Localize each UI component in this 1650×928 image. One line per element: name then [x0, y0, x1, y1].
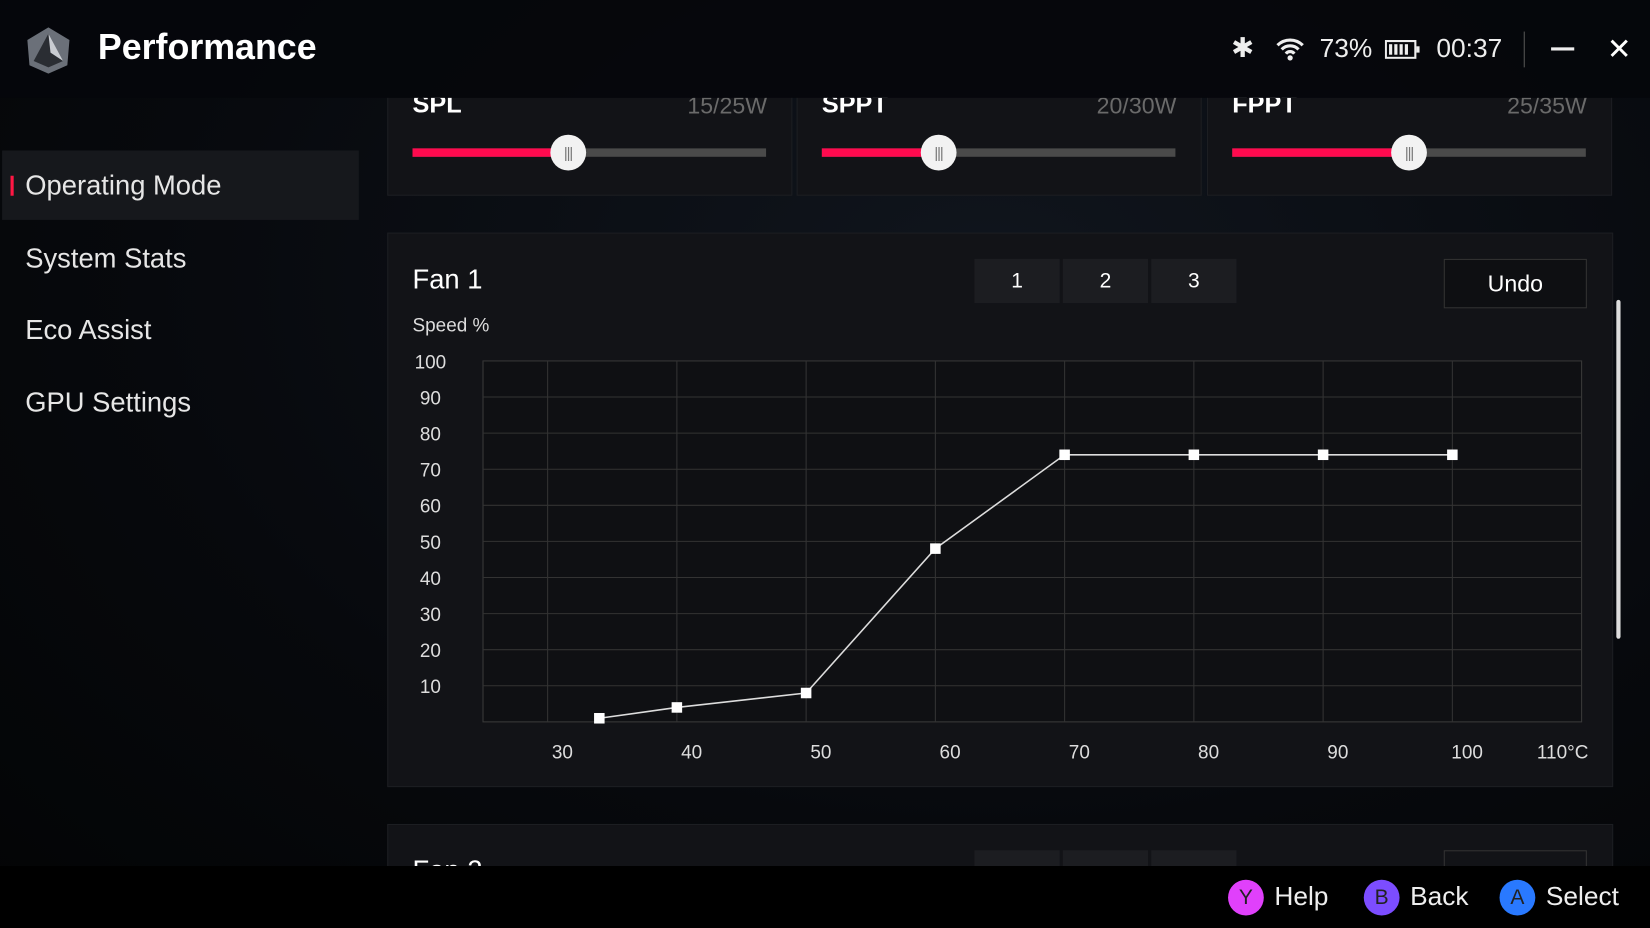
y-tick-label: 70	[420, 461, 441, 482]
a-button-icon[interactable]: A	[1499, 879, 1536, 916]
sidebar-item-operating-mode[interactable]: Operating Mode	[2, 150, 359, 220]
content-area: SPL 15/25W ||| SPPT 20/30W ||| FPPT 25/3…	[0, 97, 1650, 867]
x-tick-label: 100	[1451, 743, 1483, 764]
back-label[interactable]: Back	[1410, 881, 1469, 912]
footer-hints: Y Help B Back A Select	[0, 866, 1650, 928]
fan-curve-point[interactable]	[1317, 449, 1329, 461]
slider-track[interactable]: |||	[412, 134, 767, 171]
fan-curve-point[interactable]	[1447, 449, 1458, 461]
y-tick-label: 100	[415, 352, 447, 373]
x-tick-label: 60	[940, 743, 961, 764]
y-axis-label: Speed %	[412, 314, 490, 336]
wifi-icon[interactable]	[1275, 36, 1304, 61]
undo-button[interactable]: Undo	[1443, 258, 1587, 309]
fan2-tab-3[interactable]	[1151, 850, 1237, 867]
slider-value: 25/35W	[1507, 97, 1587, 119]
help-label[interactable]: Help	[1274, 881, 1329, 912]
x-tick-label: 50	[810, 743, 831, 764]
fan-curve-point[interactable]	[1188, 449, 1200, 461]
divider	[1523, 31, 1525, 68]
x-tick-label: 110°C	[1537, 743, 1588, 764]
y-tick-label: 90	[420, 388, 441, 409]
slider-thumb[interactable]: |||	[1391, 134, 1427, 171]
fan-curve-line	[599, 453, 1453, 720]
y-tick-label: 80	[420, 424, 441, 445]
y-tick-label: 40	[420, 569, 441, 590]
y-tick-label: 50	[420, 533, 441, 554]
bluetooth-icon[interactable]: ✱	[1231, 31, 1255, 64]
fan2-tab-1[interactable]	[974, 850, 1060, 867]
slider-card-sppt: SPPT 20/30W |||	[796, 97, 1202, 196]
y-tick-label: 10	[420, 677, 441, 698]
app-logo-icon	[27, 27, 70, 74]
slider-thumb[interactable]: |||	[550, 134, 586, 171]
slider-fill	[412, 148, 569, 157]
fan-profile-tab-3[interactable]: 3	[1151, 258, 1237, 304]
sidebar-item-eco-assist[interactable]: Eco Assist	[25, 313, 152, 346]
y-tick-label: 30	[420, 605, 441, 626]
title-bar: Performance ✱ 73% 00:37 ✕	[0, 0, 1650, 98]
close-icon[interactable]: ✕	[1606, 32, 1632, 66]
slider-value: 20/30W	[1096, 97, 1177, 119]
fan2-undo-button[interactable]	[1443, 850, 1587, 867]
x-tick-label: 90	[1327, 743, 1348, 764]
x-tick-label: 80	[1198, 743, 1219, 764]
battery-icon	[1384, 39, 1420, 59]
slider-track[interactable]: |||	[821, 134, 1176, 171]
fan-curve-point[interactable]	[594, 713, 605, 724]
clock: 00:37	[1436, 33, 1503, 64]
slider-label: SPL	[412, 97, 462, 119]
fan2-tab-2[interactable]	[1062, 850, 1149, 867]
sidebar-item-gpu-settings[interactable]: GPU Settings	[25, 386, 192, 418]
slider-track[interactable]: |||	[1232, 134, 1586, 171]
slider-fill	[821, 148, 939, 157]
page-title: Performance	[97, 27, 317, 68]
slider-card-spl: SPL 15/25W |||	[387, 97, 793, 196]
slider-thumb[interactable]: |||	[920, 134, 957, 171]
x-tick-label: 40	[681, 743, 702, 764]
b-button-icon[interactable]: B	[1363, 879, 1400, 916]
fan-curve-point[interactable]	[930, 543, 941, 554]
x-tick-label: 70	[1069, 743, 1090, 764]
fan-profile-tab-2[interactable]: 2	[1062, 258, 1149, 304]
battery-percent: 73%	[1319, 33, 1373, 64]
fan-curve-point[interactable]	[1059, 449, 1070, 461]
slider-fill	[1232, 148, 1410, 157]
slider-label: SPPT	[821, 97, 888, 119]
fan2-card: Fan 2	[387, 823, 1614, 867]
slider-label: FPPT	[1232, 97, 1297, 119]
slider-value: 15/25W	[687, 97, 768, 119]
fan2-title: Fan 2	[413, 854, 483, 866]
fan-curve-point[interactable]	[671, 702, 683, 713]
minimize-icon[interactable]	[1551, 47, 1575, 51]
select-label[interactable]: Select	[1545, 881, 1619, 912]
sidebar-item-system-stats[interactable]: System Stats	[25, 242, 187, 274]
y-button-icon[interactable]: Y	[1228, 879, 1264, 916]
y-tick-label: 20	[420, 641, 441, 662]
fan-curve-point[interactable]	[800, 687, 812, 699]
fan1-card: Fan 1 1 2 3 Undo Speed % 100 90 80 70 60 50 40…	[387, 232, 1614, 789]
scrollbar[interactable]	[1616, 299, 1621, 639]
fan1-title: Fan 1	[412, 263, 483, 295]
y-tick-label: 60	[420, 497, 441, 518]
x-tick-label: 30	[552, 743, 573, 764]
slider-card-fppt: FPPT 25/35W |||	[1206, 97, 1613, 196]
fan-profile-tab-1[interactable]: 1	[974, 258, 1060, 304]
